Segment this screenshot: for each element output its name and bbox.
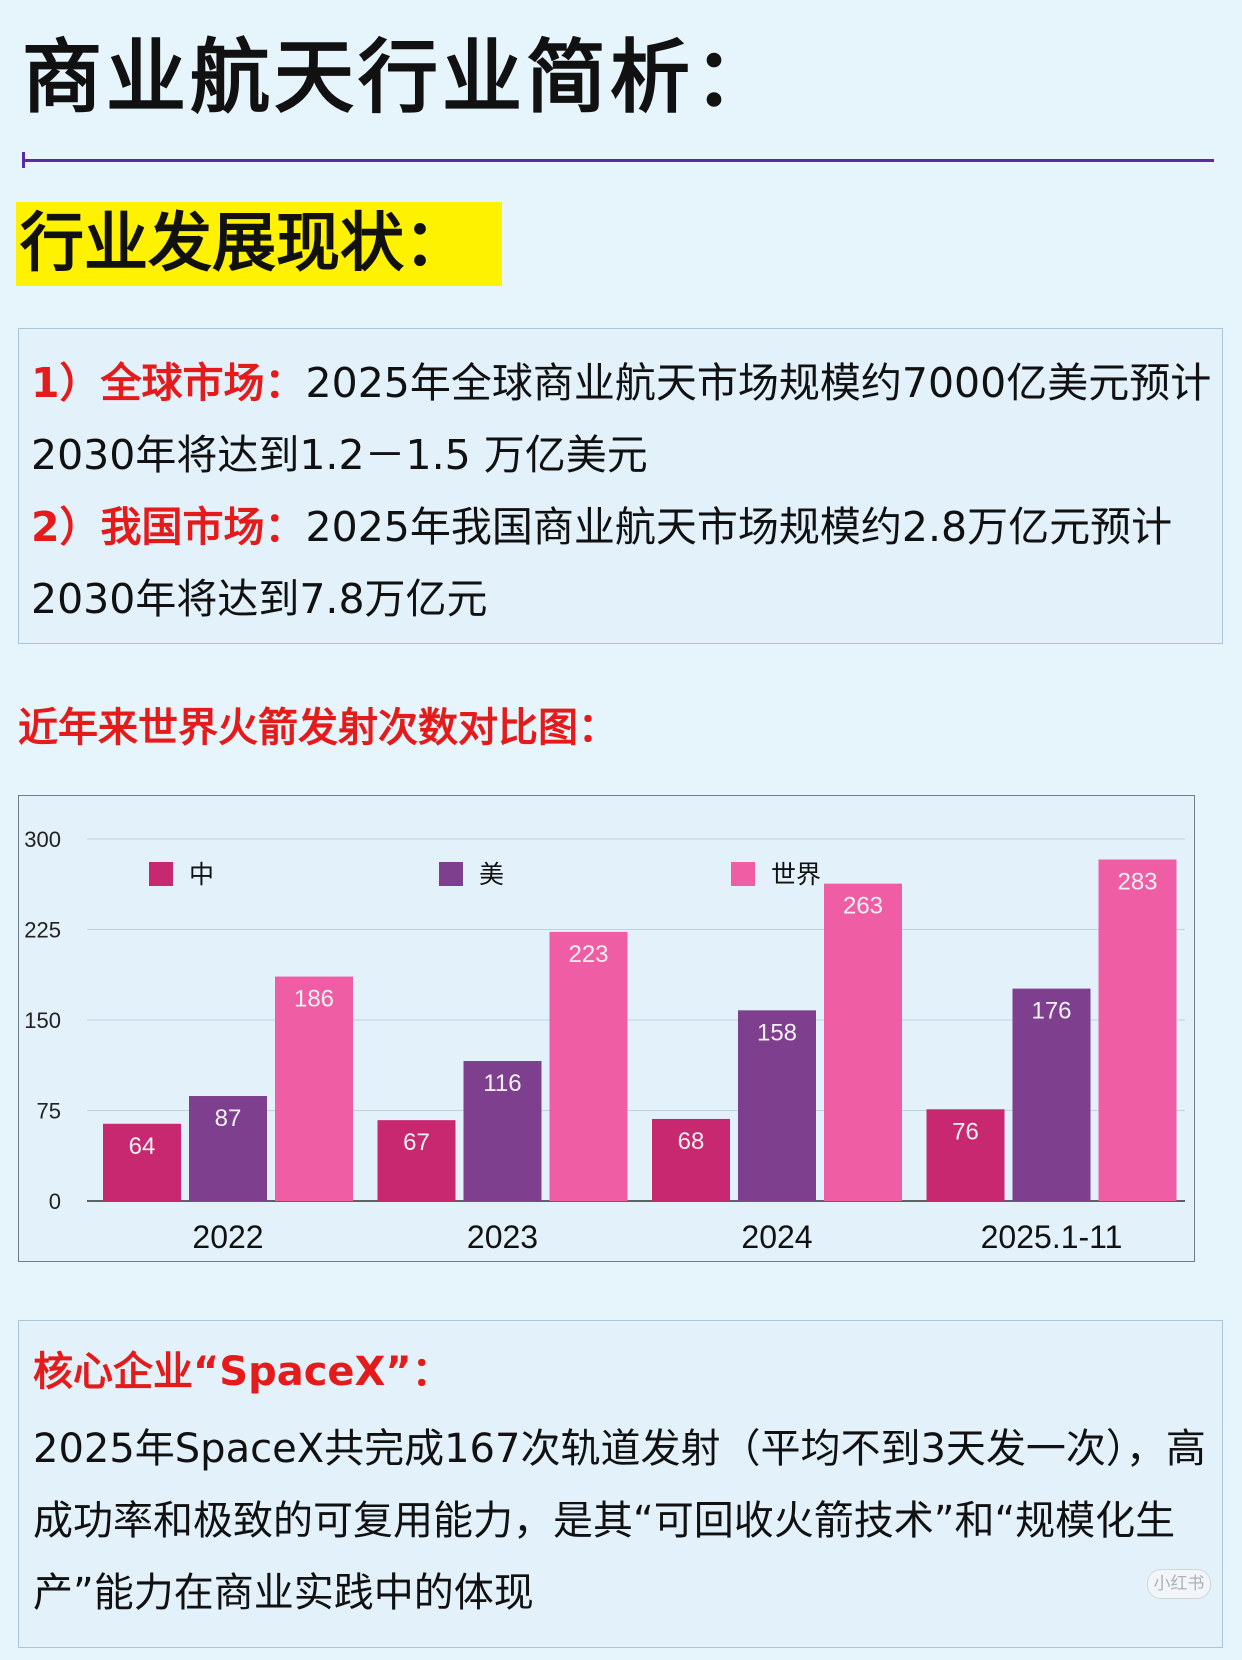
data-label: 263	[843, 893, 883, 920]
bar	[275, 976, 353, 1201]
data-label: 186	[294, 986, 334, 1013]
data-label: 223	[568, 941, 608, 968]
data-label: 76	[952, 1118, 979, 1145]
china-market-text: 2025年我国商业航天市场规模约2.8万亿元预计2030年将达到7.8万亿元	[31, 503, 1173, 623]
y-tick-label: 300	[24, 827, 61, 852]
x-tick-label: 2025.1-11	[981, 1219, 1123, 1255]
bar	[189, 1096, 267, 1201]
bar	[1012, 988, 1091, 1201]
data-label: 158	[757, 1019, 797, 1046]
x-tick-label: 2023	[467, 1219, 538, 1255]
page-title: 商业航天行业简析：	[22, 31, 778, 124]
y-tick-label: 225	[24, 918, 61, 943]
spacex-body: 2025年SpaceX共完成167次轨道发射（平均不到3天发一次），高成功率和极…	[33, 1426, 1206, 1616]
x-tick-label: 2022	[192, 1219, 263, 1255]
legend-label: 中	[189, 860, 214, 889]
global-market-paragraph: 1）全球市场：2025年全球商业航天市场规模约7000亿美元预计2030年将达到…	[31, 347, 1214, 491]
bar	[652, 1118, 730, 1201]
chart-heading: 近年来世界火箭发射次数对比图：	[18, 705, 618, 751]
bar	[103, 1123, 181, 1201]
watermark-logo: 小红书	[1147, 1569, 1211, 1599]
china-market-paragraph: 2）我国市场：2025年我国商业航天市场规模约2.8万亿元预计2030年将达到7…	[31, 491, 1214, 635]
data-label: 67	[403, 1129, 430, 1156]
data-label: 283	[1117, 869, 1157, 896]
global-market-text: 2025年全球商业航天市场规模约7000亿美元预计2030年将达到1.2－1.5…	[31, 359, 1212, 479]
legend-label: 美	[479, 860, 504, 889]
y-tick-label: 75	[37, 1099, 61, 1124]
bar	[377, 1120, 456, 1201]
x-tick-label: 2024	[741, 1219, 812, 1255]
spacex-box: 核心企业“SpaceX”： 2025年SpaceX共完成167次轨道发射（平均不…	[18, 1320, 1223, 1648]
bar	[549, 931, 628, 1201]
data-label: 68	[678, 1128, 705, 1155]
data-label: 87	[215, 1105, 242, 1132]
legend-label: 世界	[771, 860, 821, 889]
legend-swatch	[149, 862, 173, 886]
market-info-box: 1）全球市场：2025年全球商业航天市场规模约7000亿美元预计2030年将达到…	[18, 328, 1223, 644]
data-label: 64	[129, 1133, 156, 1160]
bar	[738, 1010, 816, 1201]
title-divider	[22, 159, 1214, 162]
section-heading: 行业发展现状：	[16, 202, 502, 286]
bar	[1098, 859, 1177, 1201]
bar	[824, 883, 902, 1201]
data-label: 176	[1031, 998, 1071, 1025]
bar	[463, 1061, 542, 1201]
global-market-label: 1）全球市场：	[31, 359, 306, 407]
launch-chart: 0 75 150 225 300 64 87 186 2022 67 116 223 2023 68 158…	[18, 795, 1195, 1262]
legend-swatch	[439, 862, 463, 886]
y-tick-label: 0	[49, 1189, 61, 1214]
launch-chart-svg: 0 75 150 225 300 64 87 186 2022 67 116 223 2023 68 158…	[24, 827, 1185, 1255]
y-tick-label: 150	[24, 1008, 61, 1033]
legend-swatch	[731, 862, 755, 886]
china-market-label: 2）我国市场：	[31, 503, 306, 551]
bar	[926, 1109, 1005, 1201]
data-label: 116	[483, 1070, 521, 1097]
spacex-heading: 核心企业“SpaceX”：	[33, 1349, 452, 1395]
